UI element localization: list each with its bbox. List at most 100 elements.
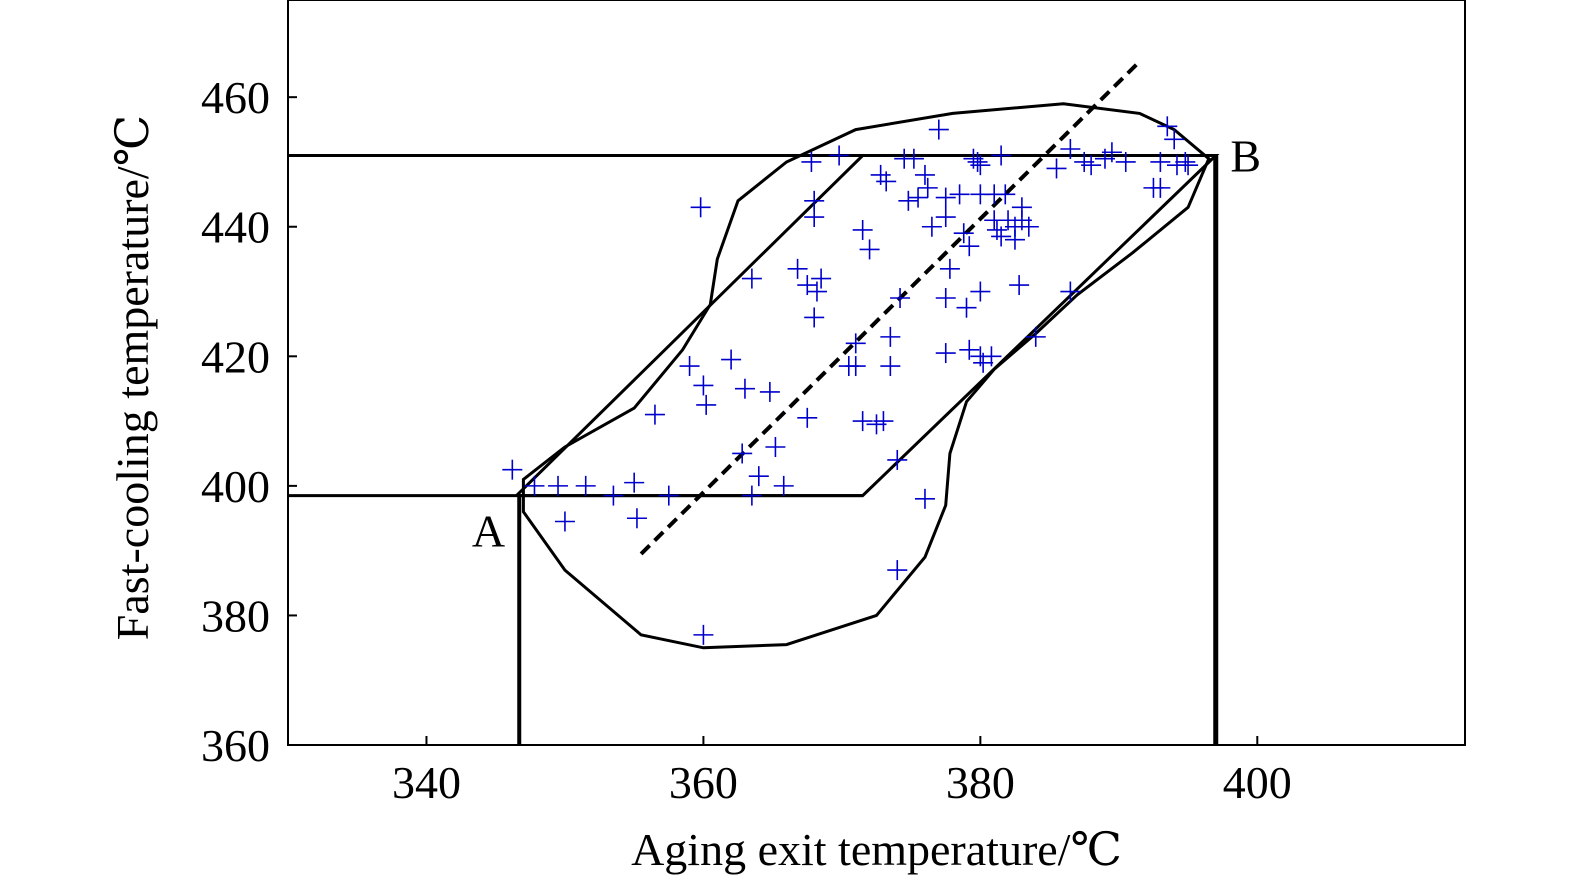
data-point-6 [624, 472, 645, 493]
x-tick-label-380: 380 [946, 757, 1015, 808]
process-window-polygon [515, 154, 1220, 498]
data-point-3 [554, 511, 575, 532]
data-point-86 [1011, 197, 1032, 218]
data-point-52 [908, 187, 929, 208]
data-point-1 [524, 475, 545, 496]
data-point-51 [903, 148, 924, 169]
y-tick-label-420: 420 [201, 331, 270, 382]
y-tick-label-360: 360 [201, 720, 270, 771]
data-point-9 [644, 404, 665, 425]
data-point-31 [804, 307, 825, 328]
data-point-20 [748, 466, 769, 487]
data-point-27 [804, 207, 825, 228]
y-tick-label-400: 400 [201, 461, 270, 512]
envelope-curve [521, 102, 1211, 650]
data-point-18 [741, 485, 762, 506]
data-point-25 [801, 151, 822, 172]
data-point-32 [797, 407, 818, 428]
data-point-24 [787, 258, 808, 279]
data-point-54 [917, 177, 938, 198]
annotation-a: A [472, 506, 505, 557]
data-point-72 [970, 281, 991, 302]
data-point-36 [845, 356, 866, 377]
data-point-80 [991, 226, 1012, 247]
x-tick-label-360: 360 [669, 757, 738, 808]
data-point-37 [852, 411, 873, 432]
data-point-67 [959, 339, 980, 360]
data-point-101 [1164, 129, 1185, 150]
data-point-2 [548, 475, 569, 496]
data-point-87 [1018, 216, 1039, 237]
data-point-99 [1150, 151, 1171, 172]
data-point-70 [970, 155, 991, 176]
data-point-10 [679, 356, 700, 377]
data-point-45 [880, 356, 901, 377]
y-tick-label-380: 380 [201, 590, 270, 641]
x-axis-label: Aging exit temperature/℃ [631, 824, 1122, 875]
data-point-33 [829, 145, 850, 166]
data-point-42 [876, 171, 897, 192]
data-point-38 [852, 219, 873, 240]
data-point-79 [991, 145, 1012, 166]
data-point-97 [1115, 151, 1136, 172]
data-point-11 [693, 375, 714, 396]
data-point-105 [1178, 155, 1199, 176]
data-point-65 [959, 236, 980, 257]
plot-border [287, 0, 1466, 746]
axis-ticks: 340 360 380 400 360 380 400 420 440 460 [201, 72, 1292, 808]
data-point-104 [1150, 177, 1171, 198]
data-point-30 [811, 268, 832, 289]
data-point-60 [935, 288, 956, 308]
data-point-4 [575, 475, 596, 496]
data-point-23 [773, 475, 794, 496]
x-tick-label-400: 400 [1223, 757, 1292, 808]
data-point-12 [696, 394, 717, 415]
dashed-trend-line [639, 60, 1141, 556]
data-point-100 [1157, 116, 1178, 137]
data-point-75 [981, 346, 1002, 367]
y-tick-label-460: 460 [201, 72, 270, 123]
data-point-59 [935, 207, 956, 228]
data-point-5 [603, 485, 624, 506]
data-point-35 [845, 333, 866, 354]
data-point-89 [1025, 326, 1046, 347]
data-point-16 [734, 378, 755, 399]
data-point-0 [502, 459, 523, 480]
data-point-44 [880, 326, 901, 347]
data-point-47 [887, 560, 908, 581]
data-point-69 [967, 151, 988, 172]
data-point-63 [949, 184, 970, 205]
x-tick-label-340: 340 [392, 757, 461, 808]
data-point-81 [995, 184, 1016, 205]
reference-lines [288, 60, 1220, 745]
data-point-13 [690, 197, 711, 218]
data-point-29 [806, 281, 827, 302]
data-point-17 [732, 443, 753, 464]
data-point-46 [887, 449, 908, 470]
data-point-103 [1175, 151, 1196, 172]
y-tick-label-440: 440 [201, 202, 270, 253]
data-point-48 [890, 288, 911, 308]
data-point-96 [1101, 142, 1122, 163]
data-point-53 [914, 164, 935, 185]
data-point-94 [1081, 155, 1102, 176]
data-point-39 [859, 239, 880, 260]
axis-labels: Aging exit temperature/℃ Fast-cooling te… [107, 115, 1122, 875]
data-point-8 [658, 485, 679, 506]
data-point-62 [935, 343, 956, 364]
data-point-22 [765, 437, 786, 457]
data-point-61 [939, 258, 960, 279]
data-point-88 [1009, 275, 1030, 296]
data-point-19 [741, 268, 762, 289]
data-point-56 [914, 488, 935, 509]
data-point-55 [921, 216, 942, 237]
scatter-points [502, 116, 1199, 645]
data-point-64 [953, 223, 974, 244]
data-point-14 [693, 624, 714, 645]
data-point-21 [759, 381, 780, 402]
point-annotations: AB [472, 130, 1261, 556]
data-point-91 [1060, 139, 1081, 159]
annotation-b: B [1230, 130, 1261, 181]
